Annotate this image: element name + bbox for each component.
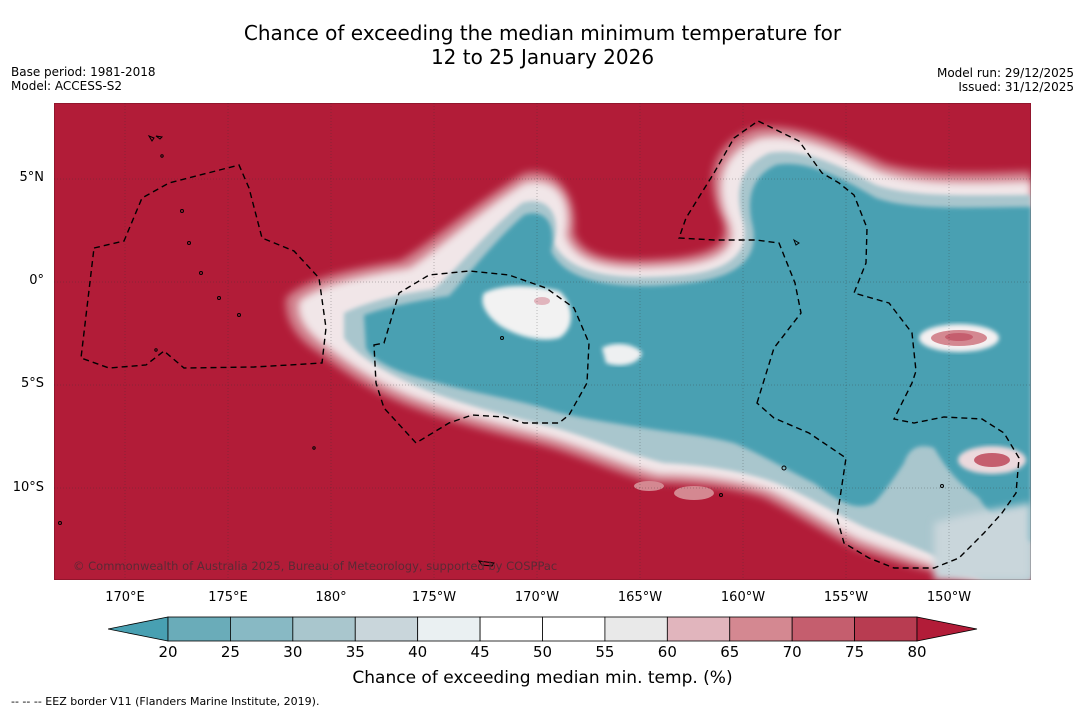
- colorbar-tick-label: 30: [283, 643, 303, 661]
- colorbar-cell: [354, 616, 419, 642]
- colorbar-tick-label: 25: [220, 643, 240, 661]
- colorbar-cell: [417, 616, 481, 642]
- pink-spot-south-1: [674, 486, 714, 500]
- lon-label-170w: 170°W: [514, 590, 560, 605]
- map-panel: [54, 103, 1031, 580]
- colorbar-tick-label: 50: [532, 643, 553, 661]
- lat-label-5n: 5°N: [19, 170, 45, 185]
- title-line-1: Chance of exceeding the median minimum t…: [243, 21, 842, 45]
- colorbar-cell: [292, 616, 356, 642]
- colorbar-cell: [791, 616, 855, 642]
- colorbar-tick-label: 45: [470, 643, 490, 661]
- lon-label-150w: 150°W: [926, 590, 972, 605]
- colorbar-cell: [167, 616, 231, 642]
- colorbar-tick-label: 55: [595, 643, 615, 661]
- colorbar-tick-label: 70: [782, 643, 802, 661]
- colorbar-tick-label: 75: [845, 643, 865, 661]
- colorbar-cell: [666, 616, 731, 642]
- lon-label-155w: 155°W: [823, 590, 869, 605]
- lon-label-165w: 165°W: [617, 590, 663, 605]
- colorbar-cell: [729, 616, 793, 642]
- lat-label-5s: 5°S: [20, 376, 44, 391]
- blue-core: [364, 163, 1031, 544]
- islands: [58, 134, 944, 567]
- map-svg: [54, 103, 1031, 580]
- meta-right: Model run: 29/12/2025 Issued: 31/12/2025: [937, 66, 1074, 94]
- colorbar-tick-label: 20: [158, 643, 178, 661]
- title-line-2: 12 to 25 January 2026: [430, 45, 655, 69]
- colorbar-tick-label: 80: [907, 643, 927, 661]
- issued-date: Issued: 31/12/2025: [958, 80, 1074, 94]
- lon-label-160w: 160°W: [720, 590, 766, 605]
- copyright-text: © Commonwealth of Australia 2025, Bureau…: [73, 559, 558, 573]
- pink-spot-east-inner: [945, 333, 973, 341]
- lon-label-170e: 170°E: [105, 590, 145, 605]
- pink-spot-center: [534, 297, 550, 305]
- pink-spot-southeast-core: [974, 453, 1010, 467]
- pink-spot-south-2: [634, 481, 664, 491]
- lon-label-180: 180°: [315, 590, 347, 605]
- colorbar-cell: [854, 616, 918, 642]
- colorbar-cell: [479, 616, 543, 642]
- grey-band-south: [934, 503, 1031, 580]
- colorbar-tick-label: 60: [657, 643, 677, 661]
- colorbar-tick-label: 35: [345, 643, 365, 661]
- model-run: Model run: 29/12/2025: [936, 66, 1074, 80]
- lon-label-175e: 175°E: [208, 590, 248, 605]
- colorbar-cells: [167, 616, 918, 642]
- lat-label-10s: 10°S: [12, 480, 44, 495]
- chart-title: Chance of exceeding the median minimum t…: [0, 21, 1085, 69]
- white-patch-east: [602, 343, 642, 366]
- colorbar-cell: [542, 616, 606, 642]
- colorbar-cell: [604, 616, 668, 642]
- eez-footnote: -- -- -- EEZ border V11 (Flanders Marine…: [11, 695, 320, 708]
- colorbar-low-arrow: [108, 616, 169, 642]
- colorbar-label: Chance of exceeding median min. temp. (%…: [352, 668, 733, 688]
- colorbar-cell: [230, 616, 294, 642]
- lat-label-0: 0°: [29, 273, 44, 288]
- meta-left: Base period: 1981-2018 Model: ACCESS-S2: [11, 65, 156, 93]
- lon-label-175w: 175°W: [411, 590, 457, 605]
- lat-gridlines: [54, 178, 1031, 489]
- eez-borders: [80, 120, 1020, 569]
- base-period: Base period: 1981-2018: [11, 65, 156, 79]
- model-name: Model: ACCESS-S2: [11, 79, 123, 93]
- colorbar: [108, 616, 978, 642]
- colorbar-tick-label: 65: [720, 643, 740, 661]
- colorbar-tick-label: 40: [408, 643, 428, 661]
- colorbar-high-arrow: [916, 616, 978, 642]
